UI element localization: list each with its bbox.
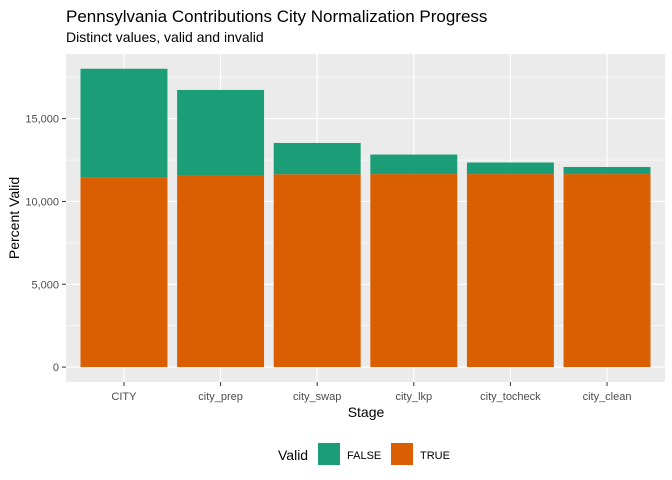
bar-city_lkp-true (370, 174, 458, 368)
bar-CITY-false (80, 68, 168, 178)
bar-city_swap-true (273, 174, 361, 368)
legend-key-false (318, 443, 340, 465)
x-axis: CITY city_prep city_swap city_lkp city_toche… (111, 382, 631, 403)
bar-city_clean-true (563, 174, 651, 368)
bar-city_lkp-false (370, 154, 458, 175)
bar-city_prep-false (177, 89, 265, 176)
y-tick-label: 15,000 (25, 114, 59, 126)
x-tick-label: CITY (111, 391, 137, 403)
chart-subtitle: Distinct values, valid and invalid (66, 29, 264, 45)
legend-key-true (391, 443, 413, 465)
x-tick-label: city_tocheck (480, 391, 541, 403)
legend: Valid FALSE TRUE (278, 443, 450, 465)
bar-city_clean-false (563, 166, 651, 175)
bar-city_prep-true (177, 175, 265, 368)
chart-title: Pennsylvania Contributions City Normaliz… (66, 7, 487, 26)
bar-city_swap-false (273, 142, 361, 175)
legend-title: Valid (278, 447, 308, 463)
bar-city_tocheck-true (466, 174, 554, 368)
x-tick-label: city_clean (583, 391, 632, 403)
y-tick-label: 5,000 (31, 279, 59, 291)
legend-label: FALSE (347, 450, 381, 462)
legend-label: TRUE (420, 450, 450, 462)
y-axis-title: Percent Valid (6, 177, 22, 259)
bars-group (80, 68, 651, 368)
bar-CITY-true (80, 177, 168, 368)
x-tick-label: city_lkp (395, 391, 432, 403)
y-tick-label: 0 (53, 362, 59, 374)
x-tick-label: city_prep (198, 391, 243, 403)
bar-city_tocheck-false (466, 162, 554, 175)
y-axis: 0 5,000 10,000 15,000 (25, 114, 66, 374)
y-tick-label: 10,000 (25, 196, 59, 208)
x-tick-label: city_swap (293, 391, 341, 403)
x-axis-title: Stage (348, 404, 385, 420)
